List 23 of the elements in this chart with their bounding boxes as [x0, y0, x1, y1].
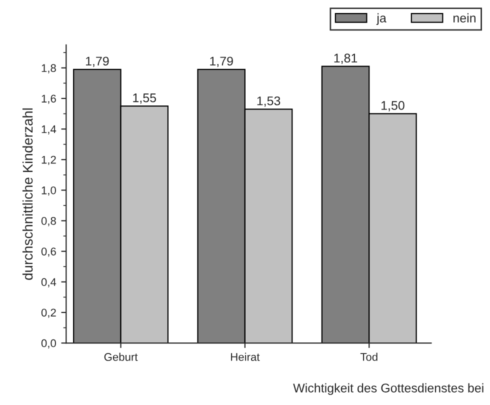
legend-label: ja	[376, 13, 386, 25]
x-tick-label: Tod	[360, 352, 378, 361]
x-axis-title: Wichtigkeit des Gottesdienstes bei	[293, 383, 484, 395]
data-label: 1,50	[382, 101, 404, 112]
data-label: 1,79	[210, 56, 233, 68]
data-label: 1,79	[86, 56, 109, 68]
y-tick-label: 1,0	[42, 186, 56, 196]
y-tick-label: 0,4	[41, 278, 56, 288]
y-tick-label: 1,2	[42, 156, 56, 166]
x-tick-label: Geburt	[104, 352, 138, 361]
y-tick-label: 0,6	[41, 248, 56, 257]
y-tick-label: 1,8	[42, 64, 56, 74]
data-label: 1,81	[334, 54, 358, 64]
y-tick-label: 1,6	[42, 94, 56, 104]
data-label: 1,53	[257, 96, 280, 107]
x-tick-label: Heirat	[231, 352, 260, 361]
y-tick-label: 0,0	[41, 339, 56, 348]
legend-label: nein	[454, 13, 476, 22]
data-label: 1,55	[133, 94, 156, 104]
y-axis-title: durchschnittliche Kinderzahl	[22, 108, 33, 280]
y-tick-label: 0,2	[41, 308, 56, 318]
y-tick-label: 1,4	[42, 125, 56, 134]
y-tick-label: 0,8	[41, 217, 56, 226]
